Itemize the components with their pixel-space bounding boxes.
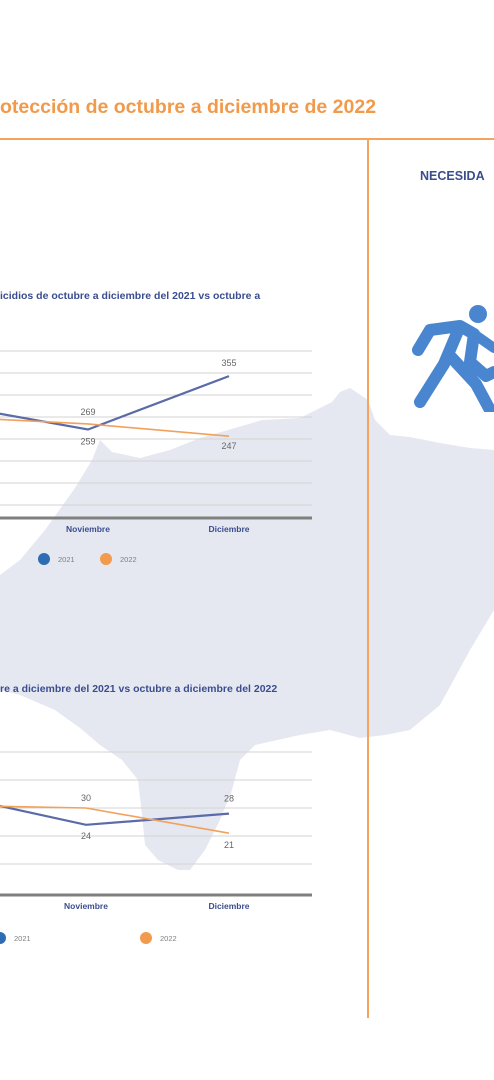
chart1-series-2021-line [0,375,230,431]
chart2-legend-marker-2021 [0,932,6,944]
chart2-series-2022-line [0,805,230,834]
chart2-series-2021-line [0,804,230,826]
chart1-series-2022-line [0,418,230,437]
chart2-data-label-2021: 28 [224,794,234,804]
chart1-legend-label-2021: 2021 [58,555,75,564]
chart1-data-label-2022: 247 [221,441,236,451]
chart1-x-tick-label: Diciembre [208,524,249,534]
chart2-x-tick-label: Diciembre [208,901,249,911]
chart2-data-label-2022: 30 [81,793,91,803]
chart2-legend-label-2022: 2022 [160,934,177,943]
chart1-data-label-2021: 355 [221,358,236,368]
chart1-data-label-2021: 259 [80,437,95,447]
chart2-legend-marker-2022 [140,932,152,944]
column-divider [367,138,369,1018]
chart2-data-label-2022: 21 [224,840,234,850]
runner-head [469,305,487,323]
chart2-data-label-2021: 24 [81,831,91,841]
runner-icon [412,305,494,412]
chart1-data-label-2022: 269 [80,407,95,417]
chart1-legend-label-2022: 2022 [120,555,137,564]
chart1: Noviembre Diciembre 259 355 269 247 2021 2022 [0,350,312,565]
chart1-x-tick-label: Noviembre [66,524,110,534]
chart2: Noviembre Diciembre 24 28 30 21 2021 2022 [0,751,312,944]
header-divider [0,138,494,140]
page-title: otección de octubre a diciembre de 2022 [0,96,377,118]
map-shape [0,388,494,870]
chart2-legend-label-2021: 2021 [14,934,31,943]
runner-arm [469,329,494,353]
chart1-legend-marker-2022 [100,553,112,565]
right-panel-heading: NECESIDA [420,169,485,183]
chart1-legend-marker-2021 [38,553,50,565]
chart1-title: icidios de octubre a diciembre del 2021 … [0,290,261,302]
chart2-title: re a diciembre del 2021 vs octubre a dic… [0,683,278,695]
chart2-x-tick-label: Noviembre [64,901,108,911]
